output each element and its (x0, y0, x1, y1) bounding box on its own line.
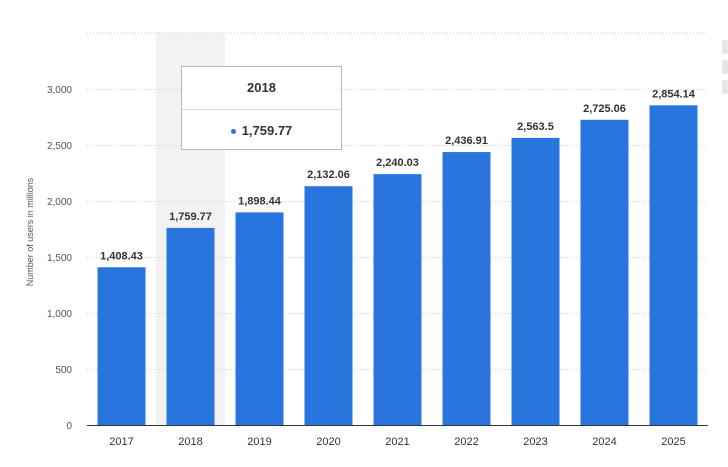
x-tick-label: 2017 (109, 436, 133, 448)
data-label: 2,436.91 (445, 135, 488, 147)
y-axis-title: Number of users in millions (25, 177, 35, 286)
y-tick-label: 500 (55, 365, 72, 376)
side-handle[interactable] (722, 80, 728, 94)
y-tick-label: 3,000 (47, 85, 72, 96)
y-tick-label: 2,500 (47, 141, 72, 152)
bar (512, 138, 560, 425)
x-tick-label: 2022 (454, 436, 478, 448)
data-label: 2,240.03 (376, 157, 419, 169)
data-tooltip: 2018 1,759.77 (181, 66, 342, 150)
y-tick-label: 0 (66, 421, 72, 432)
bar (374, 174, 422, 425)
x-tick-label: 2018 (178, 436, 202, 448)
x-tick-label: 2021 (385, 436, 409, 448)
data-label: 2,563.5 (517, 121, 554, 133)
x-tick-label: 2024 (592, 436, 616, 448)
bar (443, 152, 491, 425)
y-tick-label: 1,500 (47, 253, 72, 264)
tooltip-body: 1,759.77 (182, 110, 341, 151)
x-tick-label: 2020 (316, 436, 340, 448)
bar (98, 267, 146, 425)
data-label: 2,854.14 (652, 88, 696, 100)
data-label: 1,408.43 (100, 250, 143, 262)
x-tick-label: 2023 (523, 436, 547, 448)
tooltip-value: 1,759.77 (242, 123, 293, 138)
bar (236, 212, 284, 425)
y-tick-label: 2,000 (47, 197, 72, 208)
data-label: 1,898.44 (238, 195, 282, 207)
side-handle[interactable] (722, 40, 728, 54)
bar (167, 228, 215, 425)
x-tick-label: 2025 (661, 436, 685, 448)
bar (650, 105, 698, 425)
x-tick-label: 2019 (247, 436, 271, 448)
tooltip-title: 2018 (182, 67, 341, 110)
bar (305, 186, 353, 425)
data-label: 2,132.06 (307, 169, 350, 181)
bar (581, 120, 629, 425)
side-panel-handles[interactable] (722, 40, 728, 200)
y-tick-label: 1,000 (47, 309, 72, 320)
data-label: 2,725.06 (583, 103, 626, 115)
side-handle[interactable] (722, 60, 728, 74)
series-dot-icon (231, 129, 236, 134)
data-label: 1,759.77 (169, 211, 212, 223)
